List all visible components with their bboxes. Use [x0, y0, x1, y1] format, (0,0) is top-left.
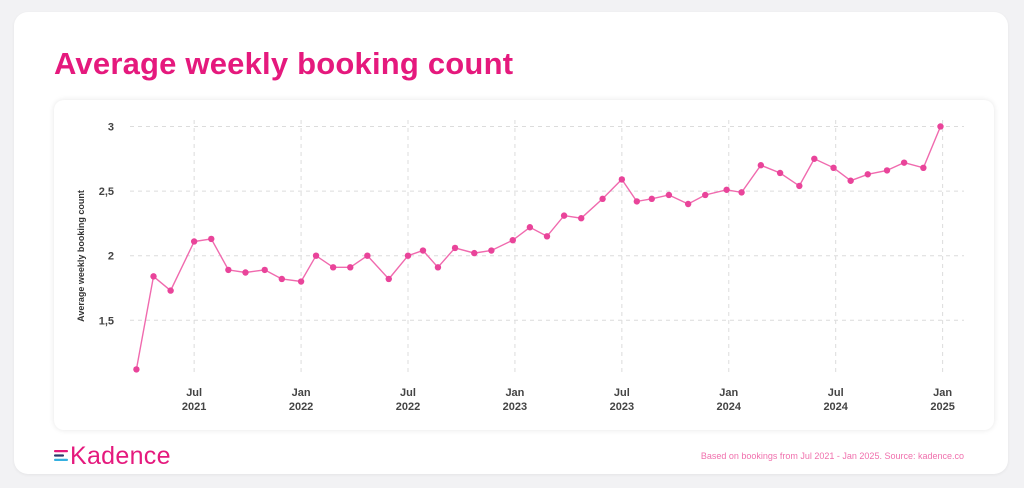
- data-point: [776, 169, 784, 177]
- data-point: [618, 176, 626, 183]
- data-point: [578, 215, 585, 222]
- data-point: [278, 275, 286, 283]
- data-point: [830, 164, 837, 172]
- data-point: [648, 195, 655, 203]
- kadence-logo: Kadence: [54, 442, 171, 470]
- data-point: [471, 249, 478, 257]
- data-point: [451, 244, 459, 252]
- x-tick-label-year: 2023: [610, 401, 634, 413]
- data-point: [404, 252, 412, 259]
- source-footnote: Based on bookings from Jul 2021 - Jan 20…: [700, 451, 964, 461]
- data-point: [347, 264, 354, 271]
- data-point: [811, 155, 818, 162]
- chart-title: Average weekly booking count: [54, 46, 514, 81]
- x-tick-label-year: 2021: [182, 401, 206, 413]
- x-tick-label-month: Jul: [400, 387, 416, 399]
- data-point: [702, 191, 709, 199]
- data-point: [385, 275, 392, 283]
- y-axis-label: Average weekly booking count: [76, 190, 86, 322]
- data-point: [133, 366, 140, 373]
- data-point: [167, 287, 174, 294]
- data-point: [434, 264, 442, 271]
- data-point: [190, 238, 198, 245]
- x-tick-label-year: 2022: [396, 401, 420, 413]
- x-tick-label-month: Jul: [186, 387, 202, 399]
- data-point: [329, 264, 337, 271]
- y-tick-label: 2,5: [99, 186, 114, 198]
- data-point: [920, 164, 927, 172]
- data-point: [883, 167, 891, 174]
- x-tick-label-year: 2023: [503, 401, 527, 413]
- x-tick-label-year: 2022: [289, 401, 313, 413]
- x-tick-label-month: Jul: [614, 387, 630, 399]
- data-point: [684, 200, 692, 208]
- data-point: [665, 191, 673, 199]
- data-point: [757, 162, 765, 169]
- data-point: [796, 182, 803, 190]
- data-point: [150, 273, 157, 280]
- x-tick-label-month: Jan: [292, 387, 311, 399]
- data-point: [261, 266, 268, 274]
- x-tick-label-year: 2024: [717, 401, 742, 413]
- data-point: [738, 189, 745, 196]
- data-point: [543, 233, 551, 240]
- data-point: [847, 177, 854, 184]
- plot-panel: 1,5 2 2,5 3 Jul 2021 Jan 2022 Jul 2022 Jan 2023 Jul 2…: [54, 100, 994, 430]
- data-point: [225, 266, 232, 274]
- line-chart: 1,5 2 2,5 3 Jul 2021 Jan 2022 Jul 2022 Jan 2023 Jul 2…: [76, 120, 964, 413]
- data-point: [364, 252, 371, 259]
- y-tick-label: 1,5: [99, 315, 114, 327]
- data-point: [864, 171, 871, 178]
- data-point: [723, 186, 730, 193]
- x-tick-label-month: Jan: [505, 387, 524, 399]
- chart-card: Average weekly booking count 1,5 2 2,5 3 Jul…: [14, 12, 1008, 474]
- series-line: [135, 126, 942, 370]
- data-point: [599, 195, 606, 203]
- y-tick-label: 3: [108, 121, 114, 133]
- data-point: [242, 269, 249, 276]
- data-point: [937, 123, 944, 130]
- x-tick-label-year: 2024: [823, 401, 848, 413]
- x-tick-label-month: Jan: [719, 387, 738, 399]
- x-tick-label-month: Jan: [933, 387, 952, 399]
- x-tick-label-year: 2025: [930, 401, 954, 413]
- data-point: [419, 247, 427, 254]
- data-point: [297, 278, 305, 285]
- logo-text: Kadence: [70, 441, 171, 470]
- data-point: [312, 252, 320, 259]
- data-point: [208, 235, 215, 243]
- data-point: [509, 236, 516, 244]
- data-point: [560, 212, 568, 219]
- data-point: [633, 198, 641, 205]
- y-tick-label: 2: [108, 251, 114, 263]
- data-point: [488, 247, 495, 254]
- data-point: [900, 159, 908, 166]
- data-point: [526, 224, 534, 231]
- x-tick-label-month: Jul: [828, 387, 844, 399]
- kadence-logo-icon: [54, 450, 68, 461]
